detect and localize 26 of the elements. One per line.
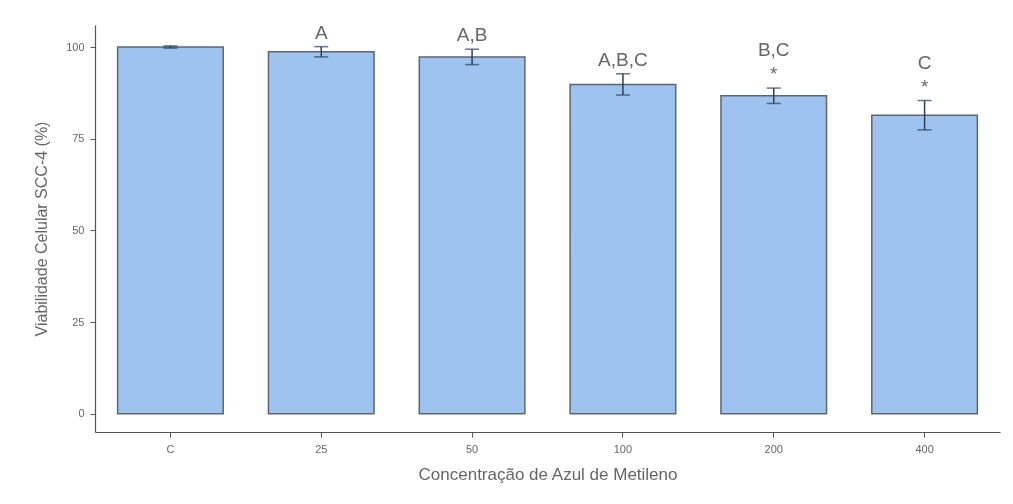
annotation: C [917,51,932,73]
y-tick-label: 75 [72,132,85,145]
bar [871,114,979,415]
y-tick-label: 0 [78,407,85,420]
bar [720,95,828,415]
x-tick-label: C [166,442,175,455]
annotation: A,B [456,24,488,46]
annotation: B,C [757,39,790,61]
bar [418,56,526,415]
x-tick-label: 50 [465,442,479,455]
x-axis-title: Concentração de Azul de Metileno [418,464,678,484]
bar [116,46,224,415]
annotation: A,B,C [598,48,648,70]
x-tick-label: 100 [613,442,633,455]
y-tick-label: 100 [66,40,85,53]
y-tick-label: 50 [72,223,85,236]
annotation: A [314,21,328,43]
x-tick-label: 25 [315,442,328,455]
y-axis-title: Viabilidade Celular SCC-4 (%) [33,121,51,337]
annotation: * [770,63,779,85]
annotation: * [920,75,929,97]
bar [569,83,677,415]
bar [267,51,375,415]
x-tick-label: 200 [764,442,783,455]
x-tick-label: 400 [915,442,934,455]
y-tick-label: 25 [72,315,85,328]
